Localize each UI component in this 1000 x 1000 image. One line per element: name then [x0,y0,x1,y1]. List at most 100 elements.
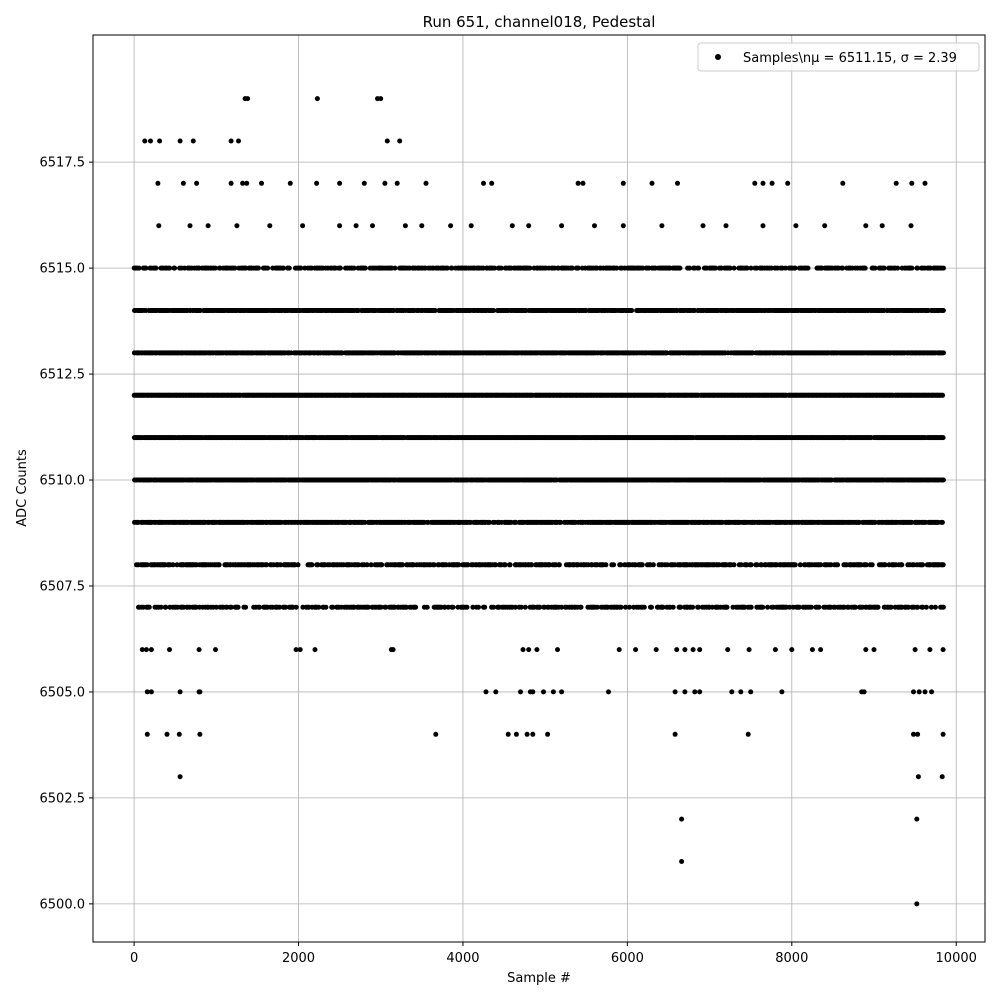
data-point [690,604,696,610]
data-point [493,562,498,568]
data-point [364,562,370,568]
data-point [163,604,169,610]
data-point [556,562,562,568]
data-point [765,604,771,610]
data-point [882,562,888,568]
data-point [559,604,565,610]
data-point [431,562,437,568]
data-point [378,604,384,610]
data-point [456,562,462,568]
data-point [170,562,176,568]
data-point [158,604,164,610]
data-point [940,562,946,568]
data-point [330,604,336,610]
data-point [940,435,946,441]
data-point [144,562,150,568]
data-point [748,604,754,610]
data-point [618,604,624,610]
data-point [835,562,841,568]
data-point [869,562,875,568]
data-point [368,562,374,568]
data-point [940,477,946,483]
data-point [888,604,894,610]
data-point [816,604,822,610]
data-point [316,604,322,610]
data-point [487,519,493,525]
data-point [738,562,744,568]
data-point [243,604,249,610]
data-point [277,604,282,610]
data-point [828,562,834,568]
data-point [731,562,737,568]
data-point [213,604,219,610]
data-point [594,604,600,610]
data-point [603,562,609,568]
data-point [502,562,508,568]
data-point [796,604,802,610]
data-point [639,562,645,568]
data-point [295,562,301,568]
data-point [228,604,234,610]
data-point [760,604,766,610]
data-point [863,562,869,568]
data-point [278,562,283,568]
data-point [792,562,798,568]
data-point [724,604,730,610]
data-point [754,562,760,568]
data-point [787,604,793,610]
data-point [558,519,564,525]
data-point [465,562,471,568]
data-point [623,604,628,610]
data-point [940,392,946,398]
data-point [748,562,754,568]
data-point [490,604,496,610]
chart-title: Run 651, channel018, Pedestal [423,13,656,31]
data-point [365,604,371,610]
data-point [611,562,617,568]
data-point [264,562,270,568]
data-point [476,604,481,610]
data-point [146,604,152,610]
data-point [470,604,476,610]
data-point [797,562,803,568]
data-point [323,604,329,610]
data-point [400,562,405,568]
data-point [808,604,814,610]
data-point [818,562,824,568]
data-point [445,604,451,610]
data-point [235,604,241,610]
data-point [649,604,654,610]
data-point [216,562,222,568]
data-point [853,604,858,610]
data-point [695,604,701,610]
data-point [650,562,656,568]
data-point [618,562,624,568]
data-point [920,604,926,610]
data-point [923,604,929,610]
data-point [537,604,543,610]
data-point [932,604,938,610]
data-point [941,350,946,356]
data-point [928,604,934,610]
data-point [379,562,385,568]
data-point [482,604,488,610]
data-point [464,604,470,610]
data-point [383,604,389,610]
data-point [899,562,905,568]
data-point [664,562,670,568]
data-point [309,562,315,568]
data-points [131,96,946,907]
data-point [660,604,666,610]
data-point [450,604,456,610]
data-point [257,604,262,610]
data-point [413,604,419,610]
data-point [920,562,926,568]
data-point [875,604,881,610]
data-point [940,604,946,610]
data-point [578,604,584,610]
data-point [626,604,632,610]
data-point [174,562,180,568]
data-point [512,604,518,610]
